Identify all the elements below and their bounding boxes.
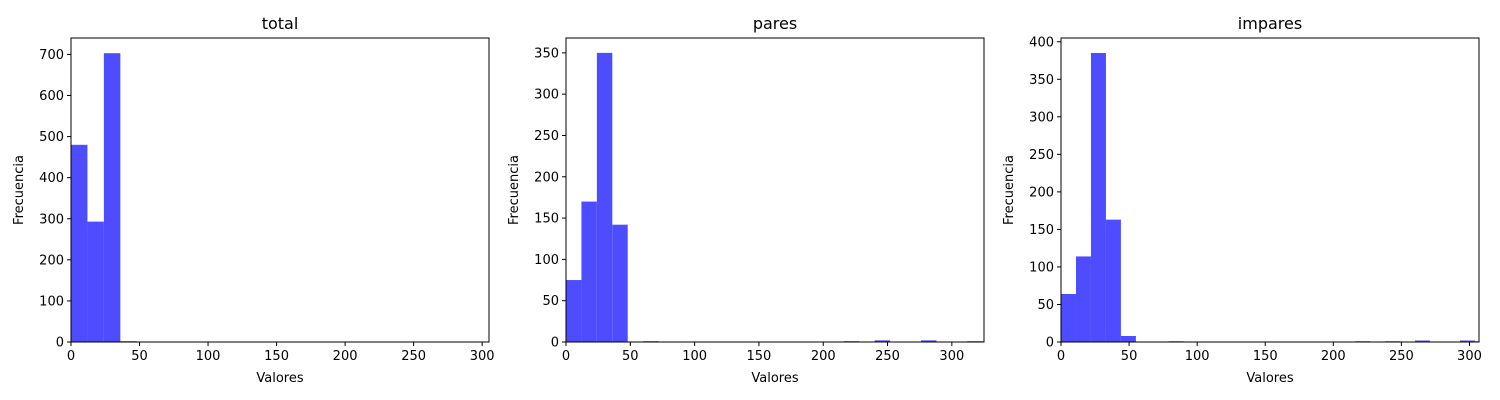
plot-frame — [70, 37, 490, 343]
histogram-bar — [581, 201, 597, 342]
x-tick-label: 0 — [1057, 349, 1065, 364]
y-tick-label: 400 — [39, 171, 64, 186]
y-tick-label: 100 — [39, 294, 64, 309]
y-tick-label: 400 — [1029, 35, 1054, 50]
x-tick-label: 100 — [1185, 349, 1210, 364]
chart-title: total — [262, 14, 299, 33]
x-tick-label: 200 — [1321, 349, 1346, 364]
chart-panel-1: 0 50 100 150 200 250 300 0 50 100 150 200 250 300 350 p… — [507, 14, 985, 386]
histogram-bar — [71, 144, 88, 342]
y-tick-label: 500 — [39, 130, 64, 145]
histogram-bar — [874, 340, 891, 342]
y-tick-label: 200 — [1029, 185, 1054, 200]
chart-panel-2: 0 50 100 150 200 250 300 0 50 100 150 200 250 300 350 4… — [1002, 14, 1482, 386]
y-tick-label: 50 — [542, 294, 559, 309]
histogram-bar — [920, 340, 937, 342]
chart-title: pares — [753, 14, 797, 33]
x-tick-label: 150 — [264, 349, 289, 364]
y-tick-label: 600 — [39, 89, 64, 104]
x-tick-label: 50 — [131, 349, 148, 364]
y-tick-label: 0 — [56, 336, 64, 351]
y-tick-label: 150 — [1029, 223, 1054, 238]
y-axis-label: Frecuencia — [12, 155, 27, 225]
x-tick-label: 0 — [67, 349, 75, 364]
x-tick-label: 150 — [747, 349, 772, 364]
y-tick-label: 300 — [534, 88, 559, 103]
histogram-bar — [1459, 340, 1475, 342]
x-tick-label: 300 — [939, 349, 964, 364]
x-tick-label: 300 — [1457, 349, 1482, 364]
y-tick-label: 300 — [1029, 110, 1054, 125]
x-tick-label: 100 — [682, 349, 707, 364]
x-tick-label: 250 — [875, 349, 900, 364]
histogram-bar — [1415, 340, 1430, 342]
x-axis-label: Valores — [256, 371, 303, 386]
x-tick-label: 50 — [1121, 349, 1138, 364]
x-axis-label: Valores — [751, 371, 798, 386]
y-tick-label: 50 — [1037, 298, 1054, 313]
histogram-bar — [1061, 293, 1076, 342]
y-tick-label: 700 — [39, 48, 64, 63]
x-tick-label: 100 — [196, 349, 221, 364]
plot-frame — [565, 37, 985, 343]
x-tick-label: 250 — [401, 349, 426, 364]
x-tick-label: 250 — [1389, 349, 1414, 364]
y-tick-label: 350 — [1029, 73, 1054, 88]
x-tick-label: 50 — [622, 349, 639, 364]
x-tick-label: 200 — [333, 349, 358, 364]
y-axis-label: Frecuencia — [1002, 155, 1017, 225]
y-tick-label: 250 — [1029, 148, 1054, 163]
y-tick-label: 0 — [551, 336, 559, 351]
x-tick-label: 200 — [811, 349, 836, 364]
y-tick-label: 200 — [39, 253, 64, 268]
histogram-bar — [103, 53, 121, 342]
histogram-bar — [1090, 53, 1106, 343]
y-tick-label: 0 — [1046, 336, 1054, 351]
y-tick-label: 100 — [534, 253, 559, 268]
y-tick-label: 350 — [534, 46, 559, 61]
y-tick-label: 250 — [534, 129, 559, 144]
histogram-bar — [612, 224, 628, 342]
histogram-bar — [87, 221, 104, 342]
chart-title: impares — [1238, 14, 1302, 33]
histogram-bar — [566, 280, 582, 342]
y-tick-label: 150 — [534, 212, 559, 227]
histogram-bar — [596, 52, 613, 342]
x-tick-label: 150 — [1253, 349, 1278, 364]
x-tick-label: 0 — [562, 349, 570, 364]
plot-frame — [1060, 37, 1480, 343]
x-axis-label: Valores — [1246, 371, 1293, 386]
y-axis-label: Frecuencia — [507, 155, 522, 225]
y-tick-label: 300 — [39, 212, 64, 227]
histogram-bar — [1120, 335, 1136, 342]
histogram-bar — [1075, 256, 1091, 342]
histogram-bar — [1105, 219, 1121, 342]
y-tick-label: 200 — [534, 170, 559, 185]
x-tick-label: 300 — [470, 349, 495, 364]
y-tick-label: 100 — [1029, 260, 1054, 275]
chart-panel-0: 0 50 100 150 200 250 300 0 100 200 300 400 500 600 700… — [12, 14, 495, 386]
